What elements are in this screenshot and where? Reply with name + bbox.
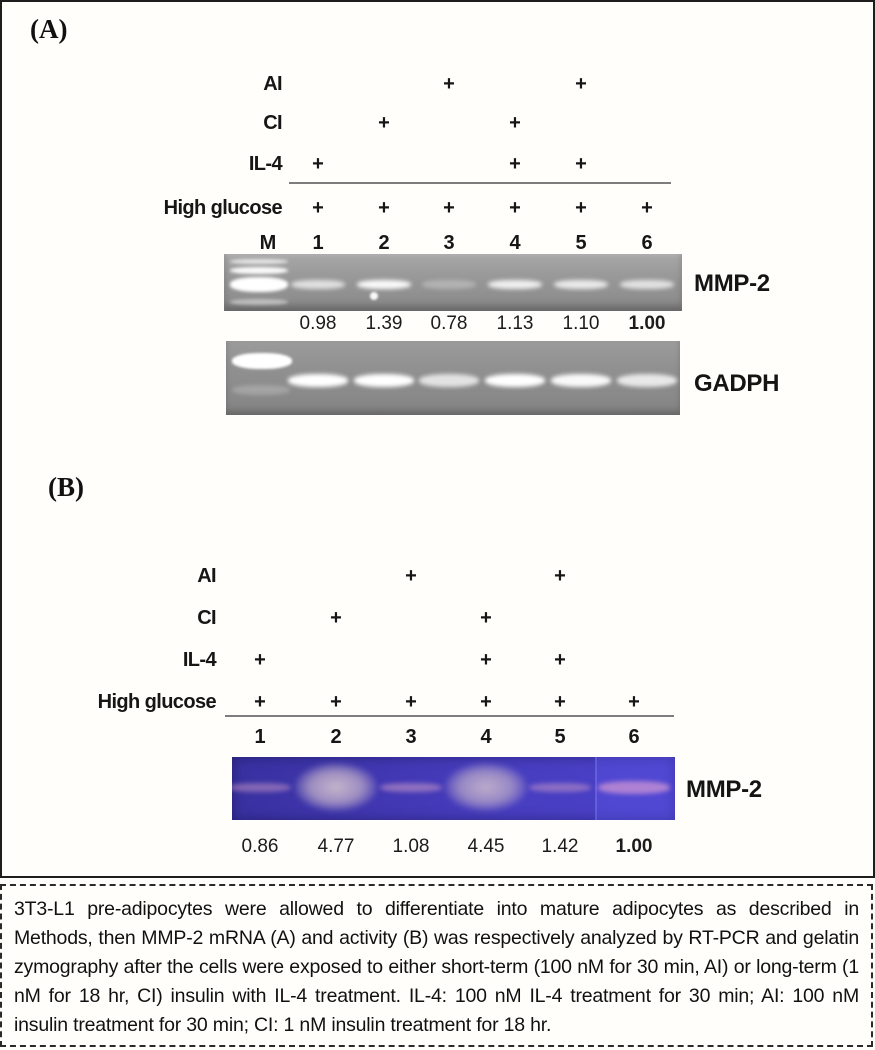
panel-a-lane-header-5: 5 [575,232,587,254]
panel-b-lane-header-4: 4 [480,726,492,748]
marker-watermark [232,385,290,395]
panel-a-plus-mark-lane-1: + [312,197,324,219]
panel-a-plus-mark-lane-5: + [575,153,587,175]
zym-band-lane-1 [232,783,291,792]
panel-b-lane-header-5: 5 [554,726,566,748]
mmp2-zymography-gel-label: MMP-2 [686,776,762,803]
panel-a-plus-mark-lane-3: + [443,73,455,95]
panel-b-plus-mark-lane-2: + [330,691,342,713]
panel-a-row-label-high-glucose: High glucose [163,197,283,219]
panel-a-lane-header-2: 2 [378,232,390,254]
zym-band-lane-5 [529,783,591,792]
panel-a-plus-mark-lane-4: + [509,197,521,219]
mmp2-rtpcr-gel-value-lane-3: 0.78 [430,313,468,334]
panel-b-plus-mark-lane-1: + [254,691,266,713]
marker-ladder-band-3 [230,277,288,292]
mmp2-zymography-gel-value-lane-5: 1.42 [541,836,579,857]
panel-a-plus-mark-lane-4: + [509,153,521,175]
dna-band-lane-1 [288,374,348,387]
panel-b-plus-mark-lane-4: + [480,649,492,671]
mmp2-rtpcr-gel [224,254,682,311]
mmp2-rtpcr-gel-value-lane-5: 1.10 [562,313,600,334]
dna-band-lane-2 [354,374,414,387]
panel-b-plus-mark-lane-5: + [554,649,566,671]
dna-band-lane-4 [488,280,542,289]
panel-a-plus-mark-lane-2: + [378,197,390,219]
panel-a-row-label-il-4: IL-4 [248,153,283,175]
panel-a-plus-mark-lane-5: + [575,73,587,95]
panel-b-row-label-high-glucose: High glucose [97,691,217,713]
gadph-gel [226,341,680,415]
panel-b-plus-mark-lane-4: + [480,607,492,629]
mmp2-rtpcr-gel-value-lane-4: 1.13 [496,313,534,334]
gel-artifact-dot [370,292,378,300]
panel-a-lane-header-4: 4 [509,232,521,254]
mmp2-zymography-gel-value-lane-6: 1.00 [615,836,653,857]
mmp2-zymography-gel-value-lane-4: 4.45 [467,836,505,857]
panel-b-plus-mark-lane-4: + [480,691,492,713]
marker-ladder-band-1 [230,259,288,264]
panel-a-lane-header-M: M [259,232,277,254]
panel-a-row-label-ai: AI [263,73,282,95]
panel-a-lane-header-6: 6 [641,232,653,254]
panel-b-row-label-ai: AI [197,565,216,587]
mmp2-zymography-gel-value-lane-3: 1.08 [392,836,430,857]
panel-a-plus-mark-lane-5: + [575,197,587,219]
mmp2-rtpcr-gel-value-lane-2: 1.39 [365,313,403,334]
panel-a-plus-mark-lane-6: + [641,197,653,219]
marker-band [232,353,292,369]
zym-band-lane-3 [380,783,442,792]
mmp2-zymography-gel-value-lane-1: 0.86 [241,836,279,857]
panel-b-tag: (B) [48,472,84,502]
panel-a-plus-mark-lane-3: + [443,197,455,219]
marker-ladder-band-4 [230,299,288,305]
mmp2-zymography-gel-value-lane-2: 4.77 [317,836,355,857]
figure-caption-text: 3T3-L1 pre-adipocytes were allowed to di… [14,898,859,1036]
panel-a-tag: (A) [30,14,68,44]
panel-b-plus-mark-lane-3: + [405,691,417,713]
panel-a-separator-line [289,182,671,184]
dna-band-lane-6 [620,280,674,289]
panel-a-lane-header-3: 3 [443,232,455,254]
panel-b-lane-header-2: 2 [330,726,342,748]
panel-b-plus-mark-lane-1: + [254,649,266,671]
mmp2-zymography-gel [232,757,675,820]
panel-a-plus-mark-lane-1: + [312,153,324,175]
zym-band-lane-6 [598,781,670,794]
panel-b-plus-mark-lane-5: + [554,691,566,713]
panel-b-row-label-il-4: IL-4 [182,649,217,671]
panel-b-lane-header-6: 6 [628,726,640,748]
panel-a-lane-header-1: 1 [312,232,324,254]
mmp2-rtpcr-gel-value-lane-1: 0.98 [299,313,337,334]
dna-band-lane-5 [551,374,611,387]
dna-band-lane-1 [291,280,345,289]
mmp2-rtpcr-gel-label: MMP-2 [694,270,770,297]
marker-ladder-band-2 [230,267,288,274]
mmp2-rtpcr-gel-value-lane-6: 1.00 [628,313,666,334]
panel-b-lane-header-1: 1 [254,726,266,748]
panel-b-plus-mark-lane-5: + [554,565,566,587]
dna-band-lane-3 [422,280,476,289]
panel-b-separator-line [225,715,674,717]
panel-a-plus-mark-lane-2: + [378,112,390,134]
dna-band-lane-2 [357,280,411,289]
figure-caption-box: 3T3-L1 pre-adipocytes were allowed to di… [0,884,873,1047]
panel-a-row-label-ci: CI [263,112,282,134]
panel-b-lane-header-3: 3 [405,726,417,748]
panel-b-plus-mark-lane-3: + [405,565,417,587]
zym-blob-lane-2 [295,763,377,811]
panel-a-plus-mark-lane-4: + [509,112,521,134]
dna-band-lane-5 [554,280,608,289]
figure-panel-box: (A) AI + + CI + + IL-4 + + + High glucose + + + + + + M 1 2 3… [0,0,875,878]
dna-band-lane-3 [419,374,479,387]
zym-blob-lane-4 [445,763,527,811]
dna-band-lane-6 [617,374,677,387]
dna-band-lane-4 [485,374,545,387]
panel-b-row-label-ci: CI [197,607,216,629]
panel-b-plus-mark-lane-2: + [330,607,342,629]
panel-b-plus-mark-lane-6: + [628,691,640,713]
gadph-gel-label: GADPH [694,370,780,397]
